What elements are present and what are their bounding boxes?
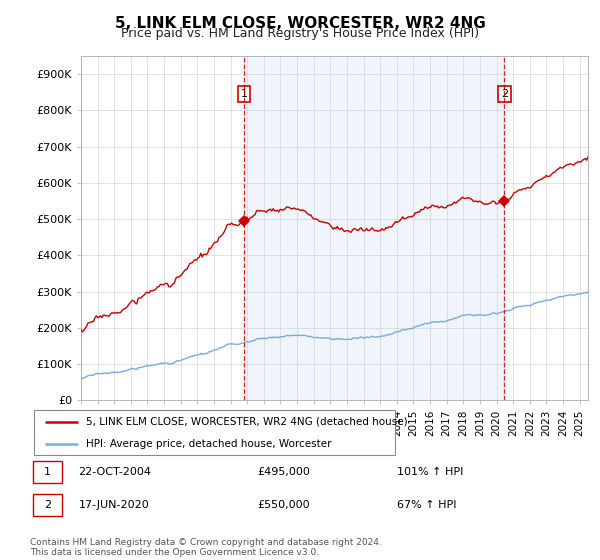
Text: 1: 1 [241,89,248,99]
Text: 17-JUN-2020: 17-JUN-2020 [79,500,149,510]
Text: Price paid vs. HM Land Registry's House Price Index (HPI): Price paid vs. HM Land Registry's House … [121,27,479,40]
Text: 1: 1 [44,467,51,477]
Text: £495,000: £495,000 [257,467,310,477]
Text: £550,000: £550,000 [257,500,310,510]
FancyBboxPatch shape [33,494,62,516]
FancyBboxPatch shape [33,461,62,483]
Text: 5, LINK ELM CLOSE, WORCESTER, WR2 4NG (detached house): 5, LINK ELM CLOSE, WORCESTER, WR2 4NG (d… [86,417,407,427]
Text: 2: 2 [500,89,508,99]
Text: Contains HM Land Registry data © Crown copyright and database right 2024.
This d: Contains HM Land Registry data © Crown c… [30,538,382,557]
Text: HPI: Average price, detached house, Worcester: HPI: Average price, detached house, Worc… [86,438,331,449]
Text: 2: 2 [44,500,51,510]
Text: 101% ↑ HPI: 101% ↑ HPI [397,467,464,477]
Text: 67% ↑ HPI: 67% ↑ HPI [397,500,457,510]
Bar [244,56,504,400]
FancyBboxPatch shape [34,410,395,455]
Text: 5, LINK ELM CLOSE, WORCESTER, WR2 4NG: 5, LINK ELM CLOSE, WORCESTER, WR2 4NG [115,16,485,31]
Text: 22-OCT-2004: 22-OCT-2004 [79,467,152,477]
